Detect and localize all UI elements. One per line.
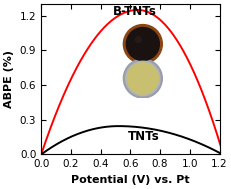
Text: TNTs: TNTs: [127, 130, 158, 143]
Y-axis label: ABPE (%): ABPE (%): [4, 50, 14, 108]
X-axis label: Potential (V) vs. Pt: Potential (V) vs. Pt: [71, 175, 189, 185]
Text: B-TNTs: B-TNTs: [112, 5, 156, 18]
